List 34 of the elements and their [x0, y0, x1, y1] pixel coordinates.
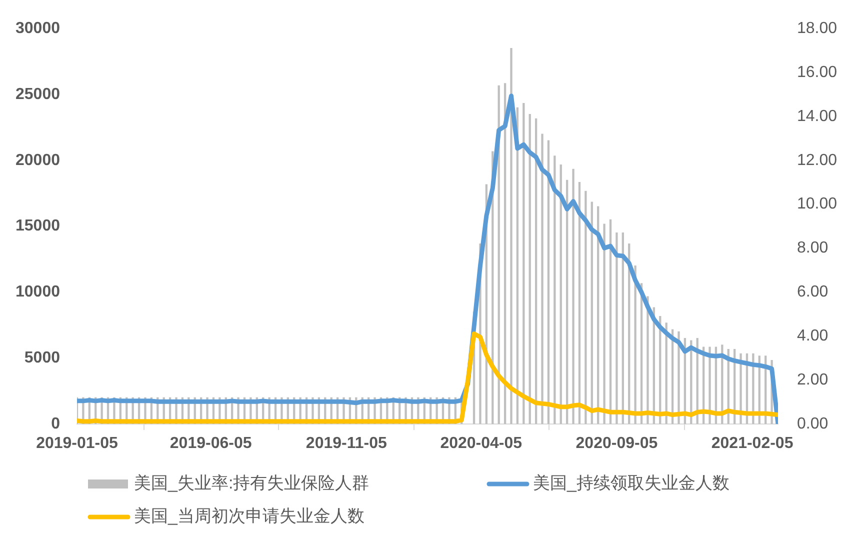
y2-tick-label: 6.00 [797, 284, 828, 301]
bar [572, 168, 574, 424]
x-tick-label: 2019-01-05 [36, 435, 118, 452]
y-tick-label: 25000 [16, 86, 60, 103]
y2-tick-label: 18.00 [797, 20, 838, 38]
x-tick-label: 2019-11-05 [306, 435, 387, 452]
x-tick-label: 2020-09-05 [576, 435, 658, 452]
bar [616, 232, 618, 424]
y2-tick-label: 12.00 [797, 152, 838, 169]
bar [584, 190, 587, 424]
x-tick-label: 2019-06-05 [170, 435, 252, 452]
y2-tick-label: 2.00 [797, 371, 828, 388]
y2-tick-label: 8.00 [797, 240, 828, 257]
x-tick-label: 2020-04-05 [440, 435, 522, 452]
y-tick-label: 20000 [16, 152, 60, 169]
y2-tick-label: 4.00 [797, 328, 828, 345]
y2-tick-label: 10.00 [797, 196, 838, 213]
y-tick-label: 15000 [16, 218, 60, 235]
y2-tick-label: 14.00 [797, 108, 838, 125]
y2-tick-label: 0.00 [797, 415, 828, 432]
y-tick-label: 10000 [16, 284, 60, 301]
legend-label: 美国_当周初次申请失业金人数 [134, 506, 364, 526]
bar [634, 266, 636, 424]
y-tick-label: 0 [51, 415, 60, 432]
bar [510, 48, 512, 424]
legend-label: 美国_持续领取失业金人数 [533, 474, 730, 493]
bar [541, 134, 544, 424]
legend-label: 美国_失业率:持有失业保险人群 [134, 474, 370, 493]
y-tick-label: 30000 [16, 20, 60, 38]
y-tick-label: 5000 [24, 350, 60, 367]
bar [603, 224, 606, 424]
bar [554, 156, 556, 424]
y2-tick-label: 16.00 [797, 64, 838, 81]
x-tick-label: 2021-02-05 [711, 435, 794, 452]
